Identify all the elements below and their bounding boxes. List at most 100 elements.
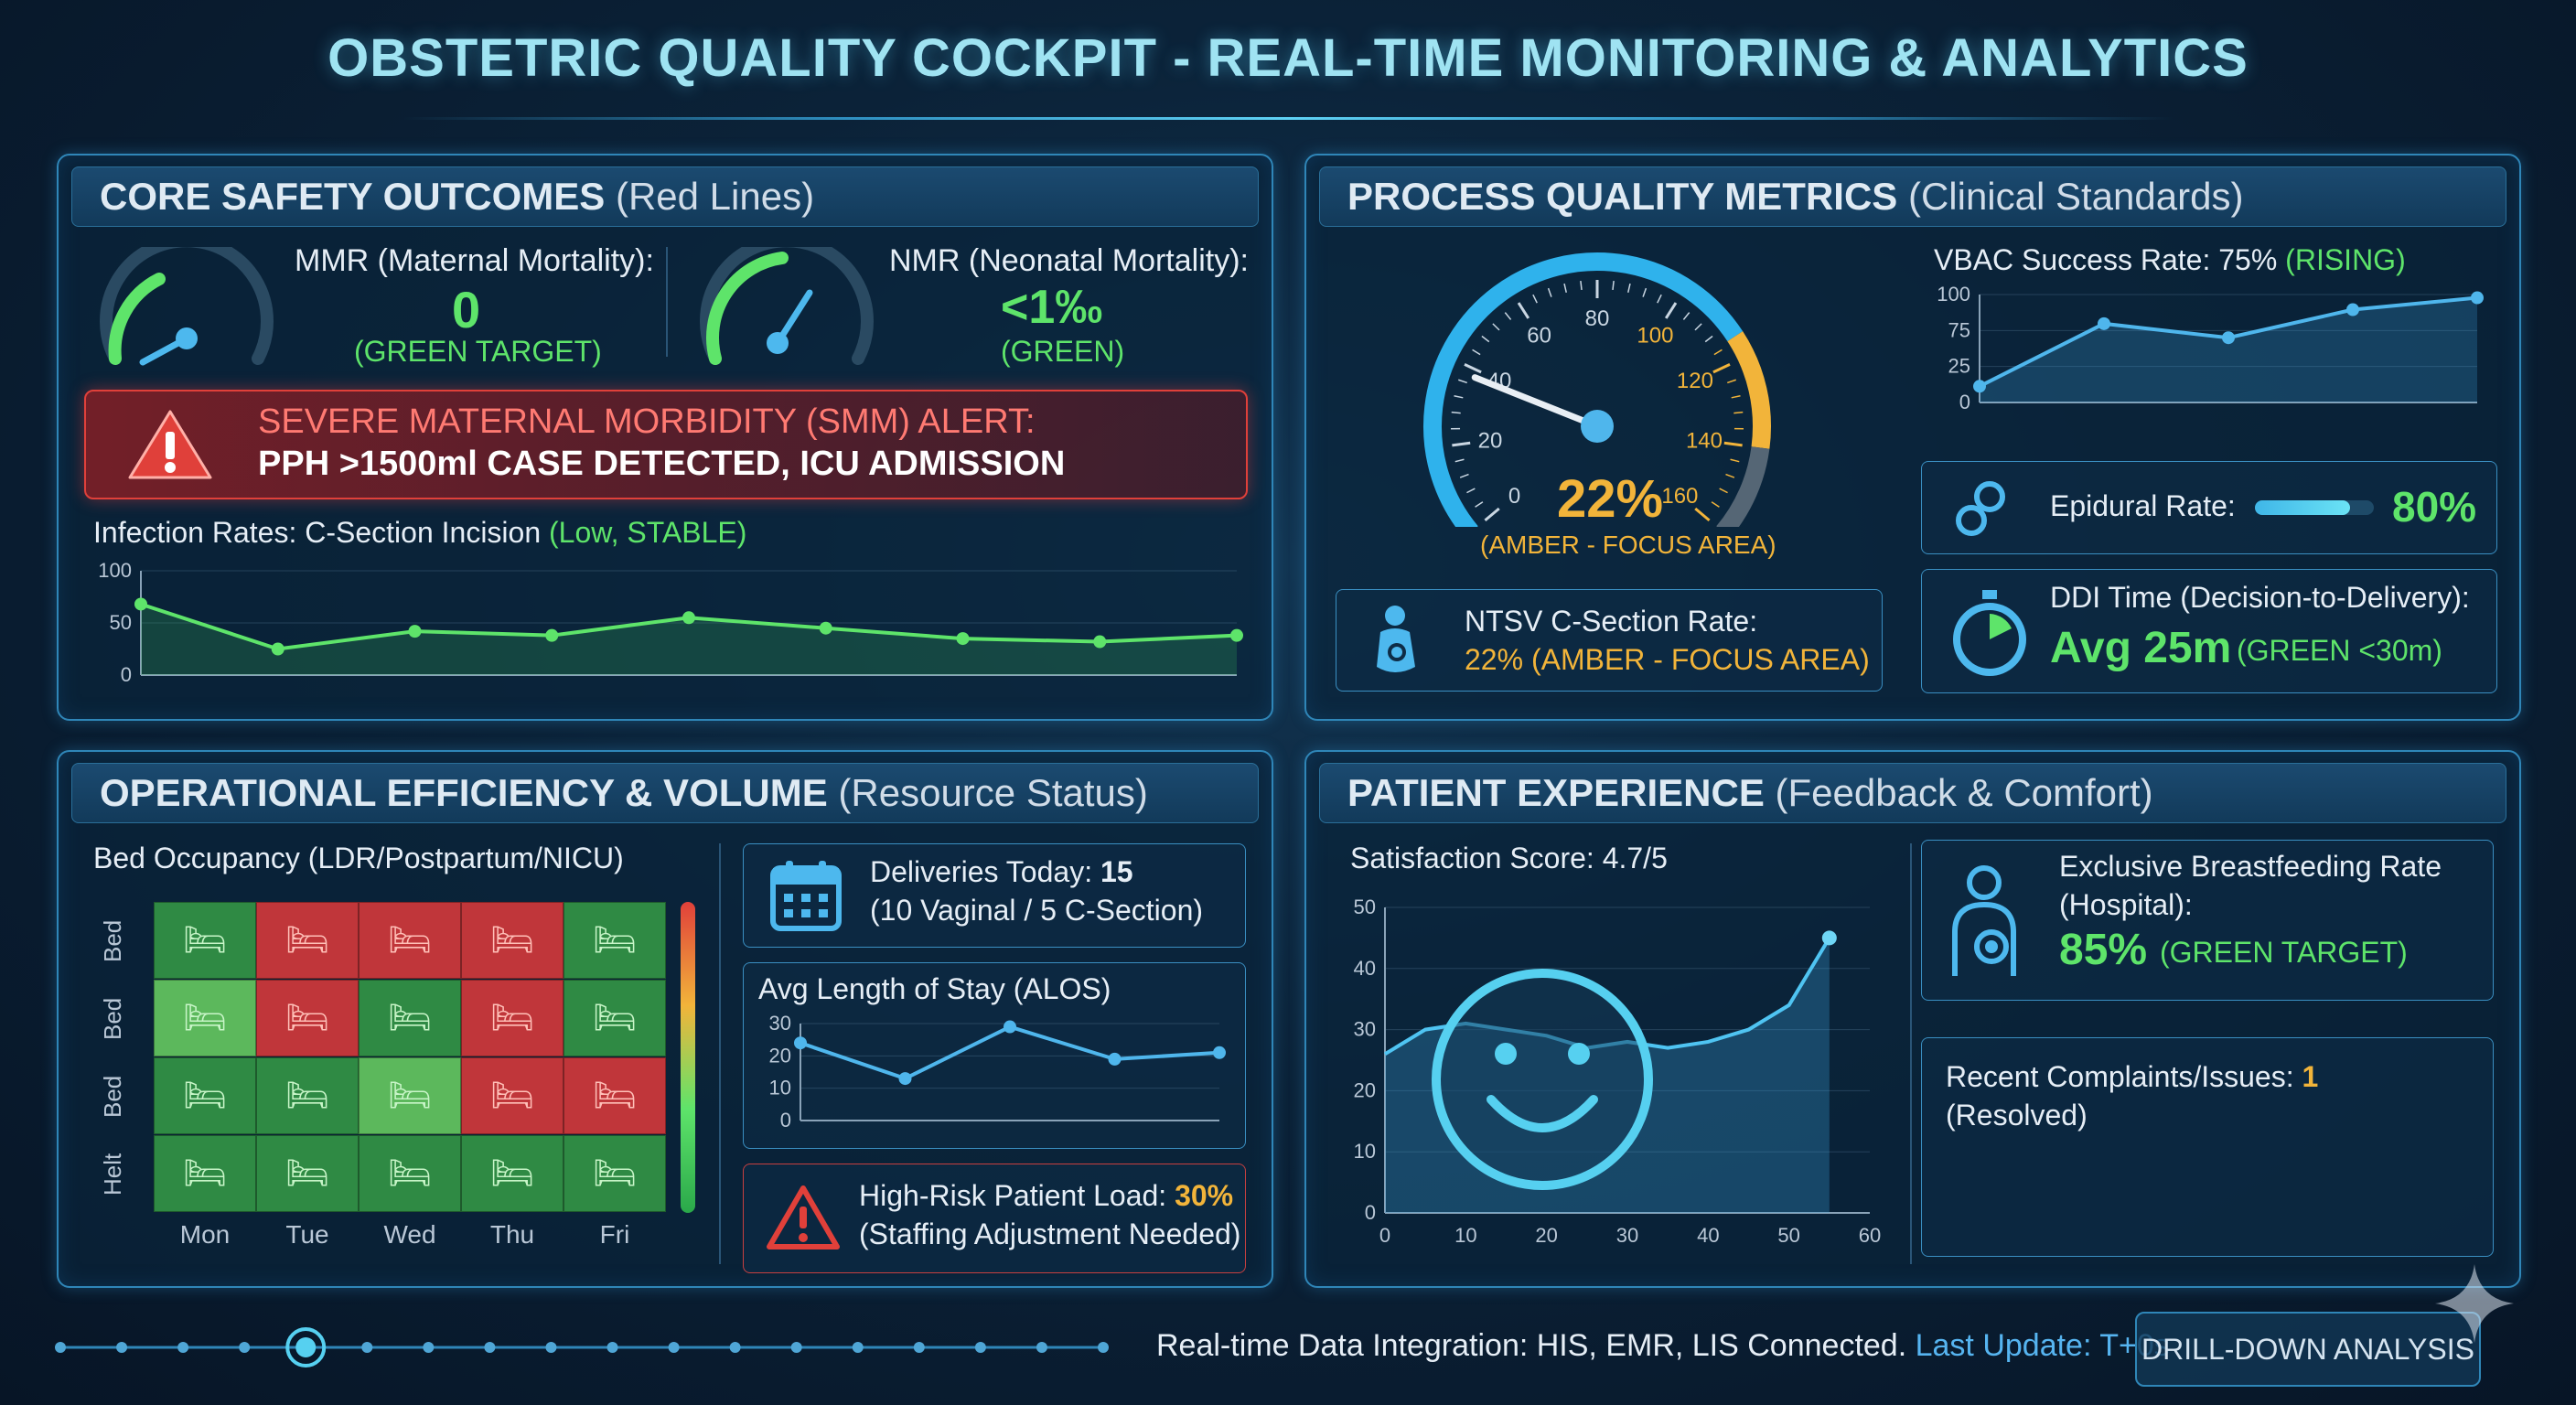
gauge-tick — [1563, 283, 1567, 294]
complaints-label-text: Recent Complaints/Issues: — [1946, 1060, 2302, 1093]
bed-icon[interactable]: 🛏 — [461, 1135, 564, 1212]
bed-icon[interactable]: 🛏 — [564, 1135, 666, 1212]
bed-day-label: Thu — [489, 1220, 535, 1249]
gauge-tick — [1694, 507, 1711, 521]
warning-icon — [128, 410, 212, 479]
complaints-value: 1 — [2302, 1060, 2319, 1093]
alert-line-2: PPH >1500ml CASE DETECTED, ICU ADMISSION — [258, 445, 1066, 483]
gauge-tick — [1517, 302, 1530, 319]
timeline-handle — [285, 1327, 327, 1367]
process-quality-panel: PROCESS QUALITY METRICS (Clinical Standa… — [1304, 154, 2521, 721]
gauge-tick — [1627, 283, 1631, 294]
nmr-label: NMR (Neonatal Mortality): — [889, 243, 1249, 278]
high-risk-card[interactable]: High-Risk Patient Load: 30% (Staffing Ad… — [743, 1164, 1246, 1273]
timeline-point — [484, 1342, 496, 1353]
smiley-face-icon — [1432, 969, 1653, 1190]
mmr-gauge — [100, 247, 274, 366]
gauge-tick — [1472, 349, 1481, 356]
drill-down-button[interactable]: DRILL-DOWN ANALYSIS — [2135, 1312, 2481, 1387]
bed-icon[interactable]: 🛏 — [256, 980, 359, 1056]
sparkle-icon — [2435, 1264, 2514, 1343]
bed-icon[interactable]: 🛏 — [359, 1135, 461, 1212]
complaints-label: Recent Complaints/Issues: 1 — [1946, 1060, 2318, 1094]
timeline-point — [790, 1342, 802, 1353]
gauge-tick — [1723, 441, 1743, 447]
deliveries-label-text: Deliveries Today: — [870, 855, 1100, 888]
data-point — [819, 621, 832, 635]
bed-row-label: Bed — [99, 1075, 126, 1118]
bed-icon[interactable]: 🛏 — [564, 980, 666, 1056]
data-point — [682, 611, 695, 625]
core-safety-subtitle: (Red Lines) — [615, 175, 815, 218]
bed-icon[interactable]: 🛏 — [154, 902, 256, 979]
core-safety-title: CORE SAFETY OUTCOMES — [100, 175, 606, 218]
data-point — [2098, 316, 2110, 330]
patient-experience-subtitle: (Feedback & Comfort) — [1775, 771, 2153, 814]
gauge-tick-label: 120 — [1677, 369, 1713, 393]
timeline-point — [1098, 1342, 1109, 1353]
x-tick-label: 60 — [1859, 1224, 1881, 1247]
bed-icon[interactable]: 🛏 — [359, 980, 461, 1056]
bed-icon[interactable]: 🛏 — [359, 1057, 461, 1134]
gauge-needle — [1471, 374, 1601, 430]
bed-icon[interactable]: 🛏 — [154, 980, 256, 1056]
bed-icon[interactable]: 🛏 — [564, 902, 666, 979]
bed-icon[interactable]: 🛏 — [461, 980, 564, 1056]
nmr-status: (GREEN) — [1001, 335, 1125, 368]
deliveries-detail: (10 Vaginal / 5 C-Section) — [870, 894, 1204, 927]
complaints-card[interactable]: Recent Complaints/Issues: 1 (Resolved) — [1921, 1037, 2494, 1257]
epidural-card[interactable]: Epidural Rate: 80% — [1921, 461, 2497, 554]
y-tick-label: 30 — [769, 1014, 791, 1035]
gauge-tick — [1466, 488, 1476, 494]
gauge-tick-label: 20 — [1478, 428, 1503, 453]
timeline-point — [913, 1342, 925, 1353]
x-tick-label: 40 — [1697, 1224, 1719, 1247]
timeline-point — [1036, 1342, 1047, 1353]
gauge-tick — [1458, 379, 1467, 384]
y-tick-label: 0 — [780, 1109, 791, 1132]
process-quality-title: PROCESS QUALITY METRICS — [1347, 175, 1898, 218]
breastfeeding-card[interactable]: Exclusive Breastfeeding Rate (Hospital):… — [1921, 840, 2494, 1001]
bed-day-label: Fri — [599, 1220, 630, 1249]
gauge-tick — [1481, 335, 1490, 343]
smm-alert-banner[interactable]: SEVERE MATERNAL MORBIDITY (SMM) ALERT: P… — [84, 390, 1248, 499]
data-point — [898, 1072, 912, 1086]
bed-icon[interactable]: 🛏 — [564, 1057, 666, 1134]
bed-icon[interactable]: 🛏 — [154, 1135, 256, 1212]
bed-icon[interactable]: 🛏 — [461, 1057, 564, 1134]
alos-card[interactable]: Avg Length of Stay (ALOS) 30 20 10 0 — [743, 962, 1246, 1149]
bed-icon[interactable]: 🛏 — [256, 1057, 359, 1134]
core-safety-panel: CORE SAFETY OUTCOMES (Red Lines) MMR (Ma… — [57, 154, 1273, 721]
gauge-tick — [1694, 323, 1702, 331]
data-point — [2471, 291, 2484, 305]
gauge-tick — [1725, 473, 1735, 478]
y-tick-label: 50 — [1354, 898, 1376, 918]
bed-icon[interactable]: 🛏 — [256, 1135, 359, 1212]
bed-icon[interactable]: 🛏 — [256, 902, 359, 979]
high-risk-detail: (Staffing Adjustment Needed) — [859, 1217, 1241, 1250]
gauge-divider — [666, 247, 668, 357]
x-tick-label: 0 — [1379, 1224, 1390, 1247]
gauge-tick — [1657, 294, 1662, 304]
bed-icon[interactable]: 🛏 — [154, 1057, 256, 1134]
gauge-hub — [1581, 410, 1614, 443]
complaints-detail: (Resolved) — [1946, 1099, 2088, 1132]
breastfeeding-value: 85% — [2059, 926, 2148, 974]
ntsv-card[interactable]: NTSV C-Section Rate: 22% (AMBER - FOCUS … — [1336, 589, 1883, 692]
bed-day-label: Tue — [285, 1220, 329, 1249]
satisfaction-chart: 50 40 30 20 10 00 10 20 30 40 50 60 — [1354, 898, 1882, 1247]
ddi-card[interactable]: DDI Time (Decision-to-Delivery): Avg 25m… — [1921, 569, 2497, 693]
bed-icon[interactable]: 🛏 — [359, 902, 461, 979]
bed-row-labels: Bed Bed Bed Helt — [99, 902, 145, 1213]
gauge-tick — [1475, 501, 1484, 508]
data-point — [545, 628, 559, 642]
y-tick-label: 50 — [110, 611, 132, 634]
gauge-tick-label: 100 — [1637, 323, 1673, 348]
y-tick-label: 0 — [121, 663, 132, 686]
timeline-slider[interactable] — [51, 1325, 1131, 1370]
breastfeeding-label-1: Exclusive Breastfeeding Rate — [2059, 850, 2442, 883]
deliveries-card[interactable]: Deliveries Today: 15 (10 Vaginal / 5 C-S… — [743, 843, 1246, 948]
timeline-point — [668, 1342, 680, 1353]
bed-icon[interactable]: 🛏 — [461, 902, 564, 979]
